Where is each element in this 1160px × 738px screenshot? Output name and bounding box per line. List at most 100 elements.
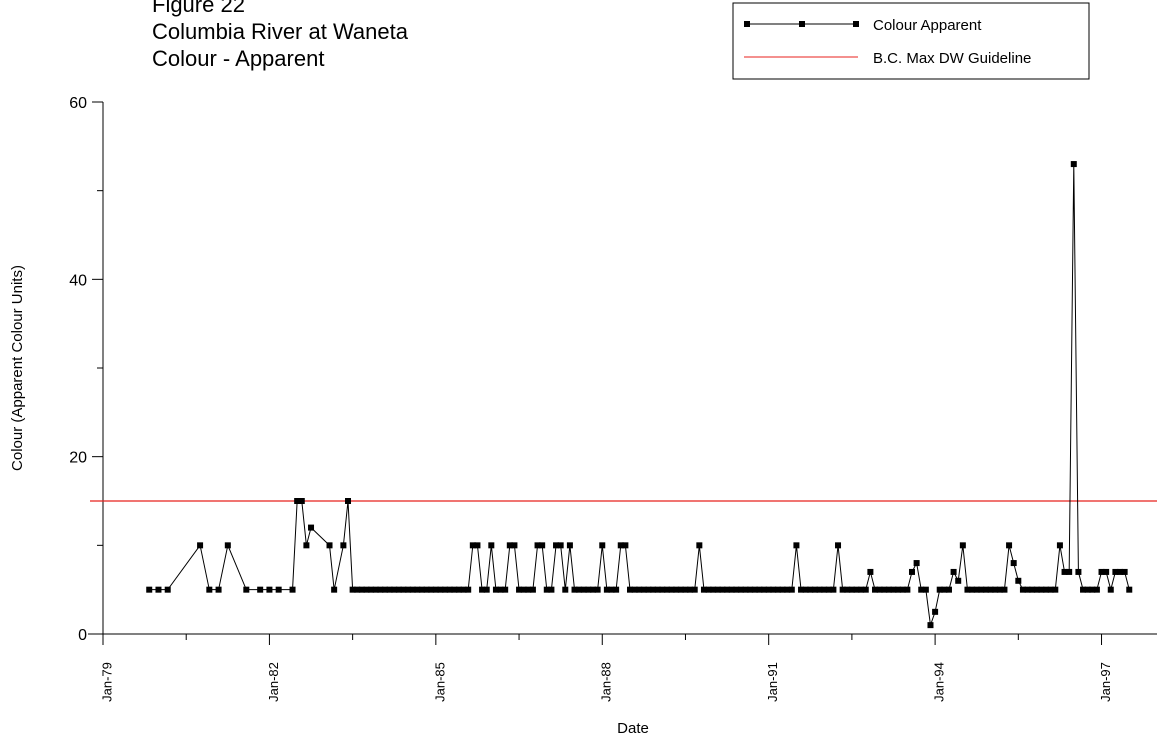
data-point <box>224 542 231 549</box>
data-point <box>982 586 989 593</box>
data-point <box>927 622 934 629</box>
data-point <box>784 586 791 593</box>
x-tick-label: Jan-79 <box>99 662 114 702</box>
y-axis-label: Colour (Apparent Colour Units) <box>9 265 26 471</box>
data-point <box>1043 586 1050 593</box>
legend-marker <box>799 21 805 27</box>
data-point <box>1126 586 1133 593</box>
data-point <box>146 586 153 593</box>
data-point <box>867 568 874 575</box>
data-point <box>442 586 449 593</box>
data-point <box>798 586 805 593</box>
data-point <box>1024 586 1031 593</box>
title-block: Figure 22 Columbia River at Waneta Colou… <box>152 0 409 71</box>
data-point <box>451 586 458 593</box>
data-point <box>289 586 296 593</box>
data-point <box>294 498 301 504</box>
legend-label: Colour Apparent <box>873 17 982 34</box>
y-tick-label: 60 <box>69 95 87 112</box>
data-point <box>613 586 620 593</box>
data-point <box>298 498 305 504</box>
data-point <box>349 586 356 593</box>
data-point <box>423 586 430 593</box>
data-point <box>645 586 652 593</box>
data-point <box>908 568 915 575</box>
data-point <box>807 586 814 593</box>
data-point <box>368 586 375 593</box>
data-point <box>922 586 929 593</box>
chart-title: Columbia River at Waneta <box>152 19 409 44</box>
data-point <box>354 586 361 593</box>
data-point <box>492 586 499 593</box>
data-point <box>1080 586 1087 593</box>
data-point <box>950 568 957 575</box>
data-point <box>622 542 629 549</box>
data-point <box>474 542 481 549</box>
data-point <box>742 586 749 593</box>
x-tick-label: Jan-88 <box>599 662 614 702</box>
data-point <box>1061 568 1068 575</box>
data-point <box>409 586 416 593</box>
data-point <box>765 586 772 593</box>
data-point <box>488 542 495 549</box>
data-point <box>636 586 643 593</box>
data-point <box>197 542 204 549</box>
data-point <box>687 586 694 593</box>
data-point <box>1117 568 1124 575</box>
data-point <box>830 586 837 593</box>
data-point <box>821 586 828 593</box>
chart-title: Figure 22 <box>152 0 245 17</box>
data-point <box>640 586 647 593</box>
data-point <box>825 586 832 593</box>
data-point <box>839 586 846 593</box>
data-point <box>469 542 476 549</box>
data-point <box>206 586 213 593</box>
data-point <box>345 498 352 504</box>
data-point <box>275 586 282 593</box>
data-point <box>155 586 162 593</box>
data-point <box>941 586 948 593</box>
data-point <box>696 542 703 549</box>
data-point <box>1052 586 1059 593</box>
data-point <box>590 586 597 593</box>
data-point <box>1038 586 1045 593</box>
legend-marker <box>853 21 859 27</box>
data-point <box>594 586 601 593</box>
data-point <box>377 586 384 593</box>
data-point <box>465 586 472 593</box>
data-point <box>719 586 726 593</box>
data-point <box>215 586 222 593</box>
data-point <box>1029 586 1036 593</box>
data-point <box>848 586 855 593</box>
data-point <box>1010 560 1017 567</box>
data-point <box>811 586 818 593</box>
data-point <box>548 586 555 593</box>
data-point <box>1047 586 1054 593</box>
data-point <box>1019 586 1026 593</box>
data-point <box>1107 586 1114 593</box>
data-point <box>520 586 527 593</box>
data-point <box>1112 568 1119 575</box>
data-point <box>751 586 758 593</box>
data-point <box>992 586 999 593</box>
data-point <box>710 586 717 593</box>
data-point <box>770 586 777 593</box>
x-tick-label: Jan-94 <box>932 662 947 702</box>
data-point <box>1070 161 1077 168</box>
data-point <box>691 586 698 593</box>
y-tick-label: 20 <box>69 450 87 467</box>
data-point <box>1121 568 1128 575</box>
data-point <box>913 560 920 567</box>
data-point <box>557 542 564 549</box>
data-point <box>1015 577 1022 584</box>
data-point <box>529 586 536 593</box>
data-point <box>266 586 273 593</box>
data-point <box>627 586 633 593</box>
data-point <box>1001 586 1008 593</box>
data-point <box>779 586 786 593</box>
data-point <box>973 586 980 593</box>
data-point <box>668 586 675 593</box>
data-point <box>599 542 606 549</box>
legend-marker <box>744 21 750 27</box>
data-point <box>978 586 985 593</box>
